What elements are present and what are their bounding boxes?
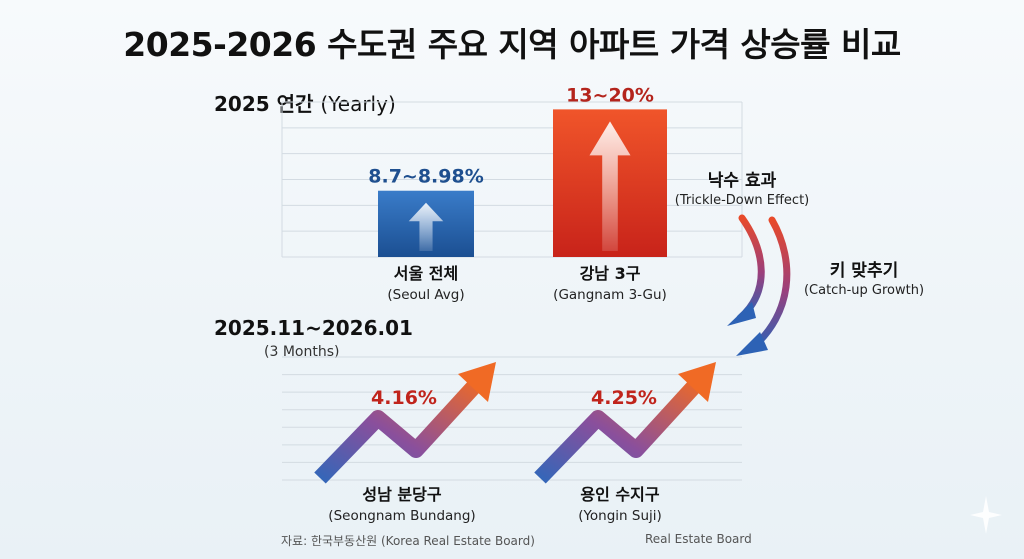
bar-category-label: 서울 전체 [394,264,458,283]
sparkle-icon [970,496,1002,534]
bar-category-sublabel: (Gangnam 3-Gu) [553,287,667,303]
annotation-catch-up: 키 맞추기 (Catch-up Growth) [794,256,934,298]
trend-category-sublabel: (Yongin Suji) [578,508,662,524]
trend-category-sublabel: (Seongnam Bundang) [328,508,475,524]
trend-data-label: 4.16% [371,387,437,409]
annotation-catch-up-ko: 키 맞추기 [829,261,899,281]
trend-arrow-line [534,374,706,484]
annotation-catch-up-en: (Catch-up Growth) [803,283,925,298]
catch-up-arrowhead [736,332,768,356]
bar-up-arrow-icon [589,121,631,251]
section-label-yearly-ko: 2025 연간 [214,92,314,116]
source-note: 자료: 한국부동산원 (Korea Real Estate Board) [281,534,535,548]
trend-arrowhead [458,362,496,402]
annotation-trickle-down-en: (Trickle-Down Effect) [674,193,810,208]
trend-category-label: 성남 분당구 [362,485,441,504]
3month-trends: 4.16% 성남 분당구 (Seongnam Bundang) 4.25% 용인 수지구… [314,362,716,524]
trend-arrowhead [678,362,716,402]
bar-data-label: 13~20% [566,84,654,106]
bar-up-arrow-icon [408,202,444,251]
trend-category-label: 용인 수지구 [580,485,659,504]
annotation-trickle-down: 낙수 효과 (Trickle-Down Effect) [662,166,822,208]
trend-data-label: 4.25% [591,387,657,409]
source-note-right: Real Estate Board [645,532,752,546]
section-label-yearly-en: (Yearly) [320,92,396,116]
bar-data-label: 8.7~8.98% [368,166,484,188]
trickle-down-arrowhead [727,302,756,326]
section-label-yearly: 2025 연간 (Yearly) [214,88,396,117]
section-label-3months: 2025.11~2026.01 [214,316,413,340]
catch-up-arrow [748,216,791,352]
page-title: 2025-2026 수도권 주요 지역 아파트 가격 상승률 비교 [123,25,901,64]
annotation-trickle-down-ko: 낙수 효과 [707,171,777,191]
yearly-bars: 8.7~8.98% 서울 전체 (Seoul Avg) 13~20% 강남 3구 (Gan… [368,84,667,303]
bar-category-label: 강남 3구 [580,264,641,283]
trickle-down-arrow [736,214,765,322]
section-sublabel-3months: (3 Months) [264,344,340,360]
trend-arrow-line [314,374,486,484]
bar-category-sublabel: (Seoul Avg) [387,287,464,303]
